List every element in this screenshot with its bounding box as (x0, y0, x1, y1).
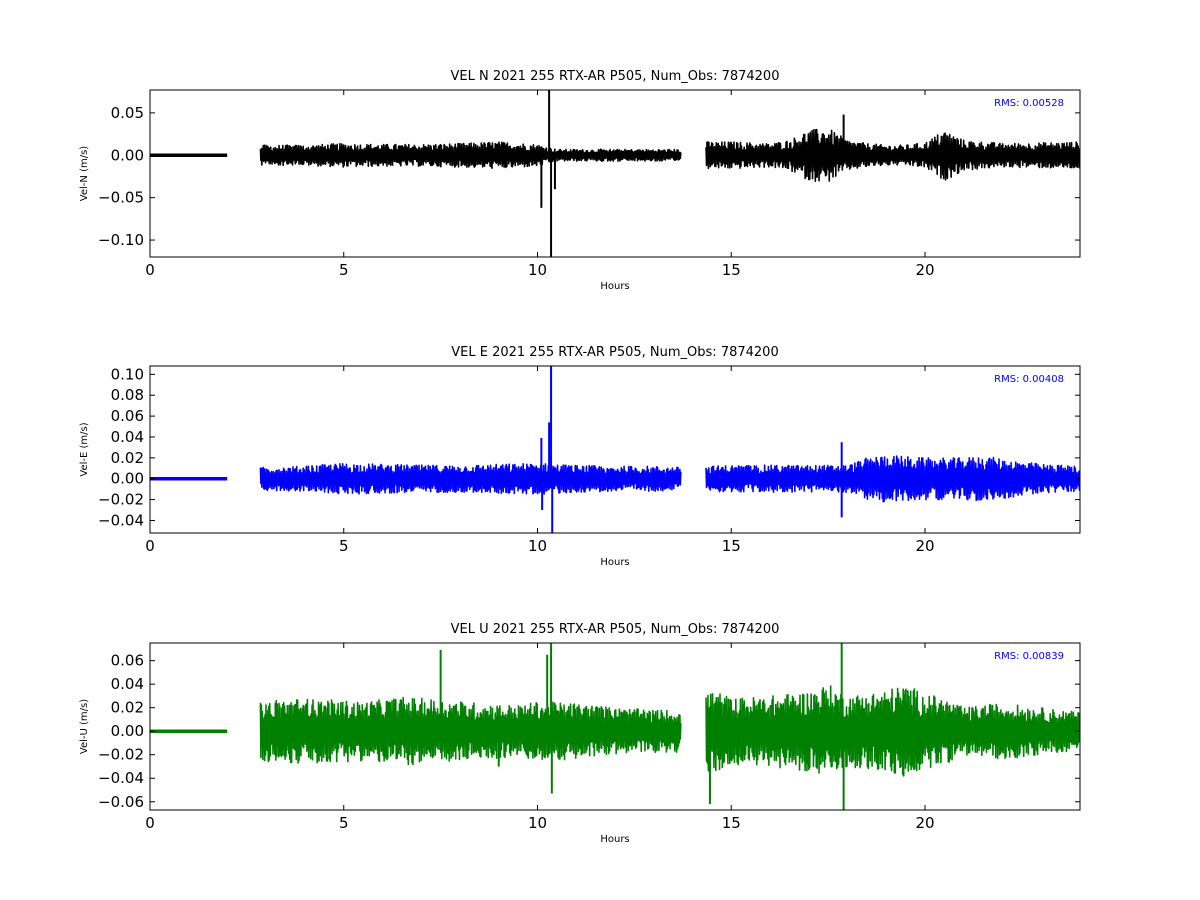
x-tick-label-n-5: 5 (339, 261, 349, 279)
rms-annotation-n: RMS: 0.00528 (994, 98, 1064, 109)
x-tick-label-e-0: 0 (145, 537, 155, 555)
chart-title-n: VEL N 2021 255 RTX-AR P505, Num_Obs: 787… (451, 69, 780, 84)
y-tick-label-u-1: 0.04 (111, 675, 144, 693)
panel-vel-u: 0 5 10 15 20 0.06 0.04 0.02 0.00 −0.02 −0.04 −0.06 V… (79, 622, 1081, 845)
panel-vel-n: 0 5 10 15 20 0.05 0.00 −0.05 −0.10 VEL N 2021 255… (79, 69, 1081, 292)
x-tick-label-n-10: 10 (528, 261, 547, 279)
x-tick-label-u-10: 10 (528, 814, 547, 832)
y-axis-label-e: Vel-E (m/s) (79, 422, 90, 476)
x-axis-label-u: Hours (600, 834, 629, 845)
axes-frame-e (149, 365, 1081, 534)
rms-annotation-e: RMS: 0.00408 (994, 374, 1064, 385)
y-tick-label-e-0: 0.10 (111, 365, 144, 383)
y-tick-label-n-2: −0.05 (98, 189, 144, 207)
series-line-n-seg2 (259, 141, 682, 170)
x-tick-label-e-15: 15 (722, 537, 741, 555)
rms-annotation-u: RMS: 0.00839 (994, 651, 1064, 662)
y-tick-label-u-4: −0.02 (98, 746, 144, 764)
y-tick-label-u-5: −0.04 (98, 769, 144, 787)
y-tick-label-u-2: 0.02 (111, 699, 144, 717)
x-tick-label-u-5: 5 (339, 814, 349, 832)
axes-frame-u (149, 642, 1081, 811)
y-axis-label-u: Vel-U (m/s) (79, 699, 90, 754)
x-tick-label-e-20: 20 (915, 537, 934, 555)
series-line-e-seg3 (705, 455, 1080, 503)
chart-title-e: VEL E 2021 255 RTX-AR P505, Num_Obs: 787… (451, 345, 778, 360)
y-tick-label-e-5: 0.00 (111, 470, 144, 488)
x-axis-label-n: Hours (600, 281, 629, 292)
plot-area-e (150, 366, 1080, 533)
axes-frame-n (149, 89, 1081, 258)
y-tick-label-e-4: 0.02 (111, 449, 144, 467)
y-axis-label-n: Vel-N (m/s) (79, 146, 90, 201)
x-tick-label-u-0: 0 (145, 814, 155, 832)
y-tick-label-e-6: −0.02 (98, 491, 144, 509)
x-tick-label-u-20: 20 (915, 814, 934, 832)
x-tick-label-n-0: 0 (145, 261, 155, 279)
x-axis-label-e: Hours (600, 557, 629, 568)
y-tick-label-u-6: −0.06 (98, 793, 144, 811)
x-tick-label-n-20: 20 (915, 261, 934, 279)
series-line-n-seg3 (705, 128, 1080, 183)
plot-area-n (150, 90, 1080, 257)
series-line-e-seg2 (259, 462, 682, 495)
y-tick-label-n-1: 0.00 (111, 146, 144, 164)
plot-area-u (150, 643, 1080, 810)
y-tick-label-e-7: −0.04 (98, 511, 144, 529)
y-tick-label-e-2: 0.06 (111, 407, 144, 425)
y-tick-label-u-0: 0.06 (111, 652, 144, 670)
x-tick-label-u-15: 15 (722, 814, 741, 832)
x-tick-label-e-5: 5 (339, 537, 349, 555)
series-line-u-seg2 (259, 696, 682, 766)
series-line-u-seg3 (705, 685, 1080, 777)
y-tick-label-u-3: 0.00 (111, 722, 144, 740)
y-tick-label-e-3: 0.04 (111, 428, 144, 446)
y-tick-label-n-0: 0.05 (111, 104, 144, 122)
x-tick-label-e-10: 10 (528, 537, 547, 555)
x-tick-label-n-15: 15 (722, 261, 741, 279)
panel-vel-e: 0 5 10 15 20 0.10 0.08 0.06 0.04 0.02 0.00 −0.02 −0.… (79, 345, 1081, 568)
chart-title-u: VEL U 2021 255 RTX-AR P505, Num_Obs: 787… (451, 622, 780, 637)
y-tick-label-e-1: 0.08 (111, 386, 144, 404)
y-tick-label-n-3: −0.10 (98, 231, 144, 249)
